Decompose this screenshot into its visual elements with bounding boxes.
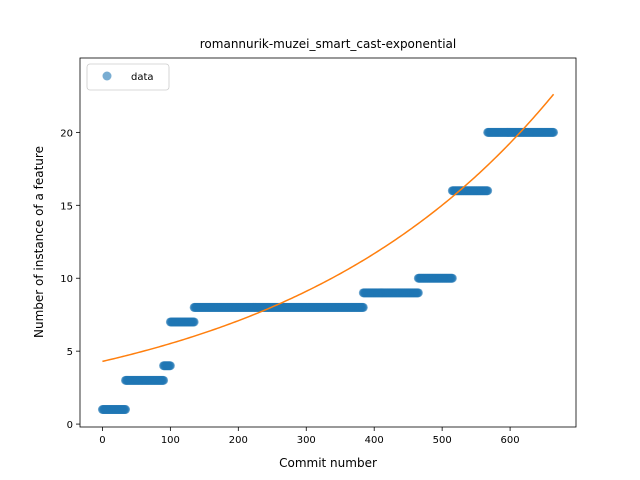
x-tick-label: 200 bbox=[229, 435, 248, 446]
data-point bbox=[121, 405, 131, 414]
legend-marker bbox=[102, 71, 112, 81]
legend-label: data bbox=[131, 72, 154, 83]
y-tick-label: 15 bbox=[60, 201, 73, 212]
data-point bbox=[549, 127, 559, 137]
axes-frame bbox=[79, 57, 577, 428]
plot-area bbox=[97, 93, 559, 414]
x-tick-label: 500 bbox=[433, 435, 452, 446]
chart-title: romannurik-muzei_smart_cast-exponential bbox=[200, 37, 456, 51]
fit-line bbox=[102, 93, 555, 363]
y-tick-label: 10 bbox=[60, 274, 73, 285]
legend-box bbox=[86, 63, 170, 91]
data-point bbox=[165, 361, 175, 371]
y-axis: 0 5 10 15 20 bbox=[60, 128, 80, 431]
x-axis-label: Commit number bbox=[279, 456, 377, 470]
y-tick-label: 5 bbox=[67, 347, 73, 358]
x-tick-label: 100 bbox=[161, 435, 180, 446]
data-point bbox=[483, 186, 493, 196]
x-tick-label: 0 bbox=[99, 435, 105, 446]
x-tick-label: 600 bbox=[501, 435, 520, 446]
x-axis: 0 100 200 300 400 500 600 bbox=[99, 427, 520, 446]
y-axis-label: Number of instance of a feature bbox=[32, 146, 46, 338]
x-tick-label: 300 bbox=[297, 435, 316, 446]
data-point bbox=[159, 375, 169, 385]
scatter-series bbox=[97, 127, 559, 414]
legend: data bbox=[86, 63, 170, 91]
data-point bbox=[358, 302, 368, 312]
x-tick-label: 400 bbox=[365, 435, 384, 446]
y-tick-label: 20 bbox=[60, 128, 73, 139]
data-point bbox=[447, 273, 457, 283]
data-point bbox=[189, 317, 199, 327]
y-tick-label: 0 bbox=[67, 420, 73, 431]
data-point bbox=[413, 288, 423, 298]
